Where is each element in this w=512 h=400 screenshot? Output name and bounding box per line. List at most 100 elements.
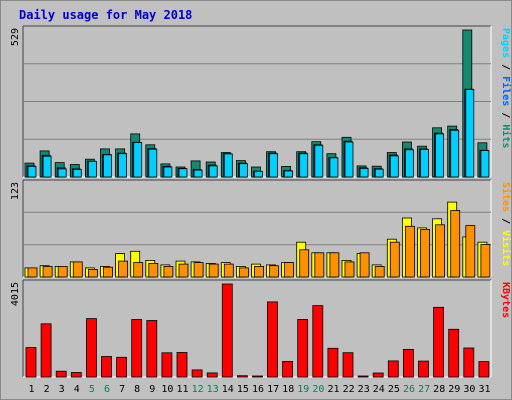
panel-middle: 123 Sites / Visits <box>10 179 512 278</box>
bar-kbytes-day-24 <box>372 372 384 378</box>
bar-pages-day-28 <box>435 133 445 178</box>
bar-sites-day-24 <box>374 265 385 278</box>
bar-pages-day-2 <box>42 155 52 178</box>
bar-kbytes-day-13 <box>206 372 218 378</box>
bar-kbytes-day-8 <box>131 319 143 378</box>
x-tick-label-day-24: 24 <box>373 384 385 395</box>
x-tick-label-day-2: 2 <box>44 384 50 395</box>
legend-entry-middle-1: / <box>500 212 511 230</box>
bar-kbytes-day-15 <box>236 375 248 378</box>
bar-sites-day-22 <box>344 261 355 278</box>
x-tick-label-day-29: 29 <box>448 384 460 395</box>
bar-pages-day-27 <box>420 149 429 178</box>
bar-pages-day-26 <box>404 149 414 178</box>
x-tick-label-day-23: 23 <box>358 384 370 395</box>
bar-kbytes-day-28 <box>433 306 445 378</box>
x-tick-label-day-11: 11 <box>176 384 188 395</box>
x-tick-label-day-22: 22 <box>343 384 355 395</box>
x-tick-label-day-26: 26 <box>403 384 415 395</box>
bar-sites-day-21 <box>329 252 340 278</box>
x-tick-label-day-30: 30 <box>463 384 475 395</box>
bar-sites-day-17 <box>269 265 279 278</box>
ymax-label-top: 529 <box>10 28 21 46</box>
bar-kbytes-day-19 <box>297 318 309 378</box>
bar-sites-day-19 <box>299 249 310 278</box>
x-tick-label-day-8: 8 <box>134 384 140 395</box>
bar-sites-day-13 <box>208 263 219 278</box>
bar-sites-day-25 <box>389 241 400 278</box>
legend-middle: Sites / Visits <box>500 182 512 266</box>
x-tick-label-day-15: 15 <box>237 384 249 395</box>
bar-kbytes-day-16 <box>252 375 263 378</box>
bar-pages-day-8 <box>133 142 143 178</box>
bar-kbytes-day-29 <box>448 328 460 378</box>
bar-sites-day-30 <box>465 225 476 278</box>
legend-entry-top-1: / <box>500 58 511 76</box>
bar-sites-day-28 <box>435 224 446 278</box>
bar-sites-day-31 <box>480 244 491 278</box>
bar-sites-day-1 <box>27 267 38 278</box>
bar-pages-day-22 <box>344 141 354 178</box>
bar-kbytes-day-2 <box>40 323 52 378</box>
x-tick-label-day-12: 12 <box>192 384 204 395</box>
panel-top: 529 Pages / Files / Hits <box>10 25 512 178</box>
bar-sites-day-10 <box>163 265 174 278</box>
bar-kbytes-day-12 <box>191 369 203 378</box>
legend-entry-bottom-0: KBytes <box>500 282 511 318</box>
x-tick-label-day-19: 19 <box>297 384 309 395</box>
bar-sites-day-16 <box>254 265 264 278</box>
bar-pages-day-20 <box>314 144 324 178</box>
bar-sites-day-27 <box>420 228 430 278</box>
bar-sites-day-23 <box>359 252 370 278</box>
x-tick-label-day-9: 9 <box>149 384 155 395</box>
x-axis-labels: 1 2 3 4 5 6 7 8 9 10 11 12 13 14 15 16 17 18 19 20 21 22 23 24 2… <box>28 384 490 395</box>
x-tick-label-day-20: 20 <box>312 384 324 395</box>
bar-pages-day-9 <box>148 148 158 178</box>
bar-kbytes-day-3 <box>55 370 67 378</box>
bar-pages-day-31 <box>480 150 490 178</box>
x-tick-label-day-1: 1 <box>28 384 34 395</box>
bar-kbytes-day-27 <box>418 360 429 378</box>
bar-pages-day-12 <box>193 169 203 178</box>
panel-bottom: 4015 KBytes <box>10 279 511 378</box>
bar-pages-day-15 <box>238 163 248 178</box>
bar-kbytes-day-25 <box>387 360 399 378</box>
bar-kbytes-day-10 <box>161 352 173 378</box>
x-tick-label-day-6: 6 <box>104 384 110 395</box>
bar-pages-day-14 <box>223 153 233 178</box>
bar-pages-day-23 <box>359 167 369 178</box>
bar-sites-day-12 <box>193 262 204 278</box>
bar-pages-day-25 <box>389 155 399 178</box>
bar-kbytes-day-9 <box>146 320 158 378</box>
x-tick-label-day-13: 13 <box>207 384 219 395</box>
bar-pages-day-7 <box>118 153 127 178</box>
bar-kbytes-day-17 <box>267 301 278 378</box>
bar-kbytes-day-20 <box>312 305 324 378</box>
legend-entry-middle-2: Visits <box>500 230 512 266</box>
legend-top: Pages / Files / Hits <box>500 28 512 148</box>
bar-kbytes-day-22 <box>342 352 354 378</box>
x-tick-label-day-27: 27 <box>418 384 430 395</box>
bar-kbytes-day-31 <box>478 361 490 378</box>
bar-sites-day-8 <box>133 262 144 278</box>
bar-sites-day-7 <box>118 260 128 278</box>
x-tick-label-day-5: 5 <box>89 384 95 395</box>
legend-bottom: KBytes <box>500 282 511 318</box>
legend-entry-top-2: Files <box>500 76 512 106</box>
ymax-label-bottom: 4015 <box>10 282 21 306</box>
bar-pages-day-4 <box>72 169 82 178</box>
bar-sites-day-2 <box>42 265 53 278</box>
x-tick-label-day-4: 4 <box>74 384 80 395</box>
bar-pages-day-18 <box>284 170 294 178</box>
bar-kbytes-day-30 <box>463 347 475 378</box>
bar-kbytes-day-11 <box>176 352 188 378</box>
bar-kbytes-day-18 <box>282 360 294 378</box>
bar-kbytes-day-21 <box>327 347 339 378</box>
bar-kbytes-day-5 <box>86 318 97 378</box>
legend-entry-top-3: / <box>500 106 511 124</box>
bar-kbytes-day-1 <box>25 347 37 378</box>
bar-sites-day-29 <box>450 210 461 278</box>
x-tick-label-day-18: 18 <box>282 384 294 395</box>
bar-pages-day-10 <box>163 166 173 178</box>
